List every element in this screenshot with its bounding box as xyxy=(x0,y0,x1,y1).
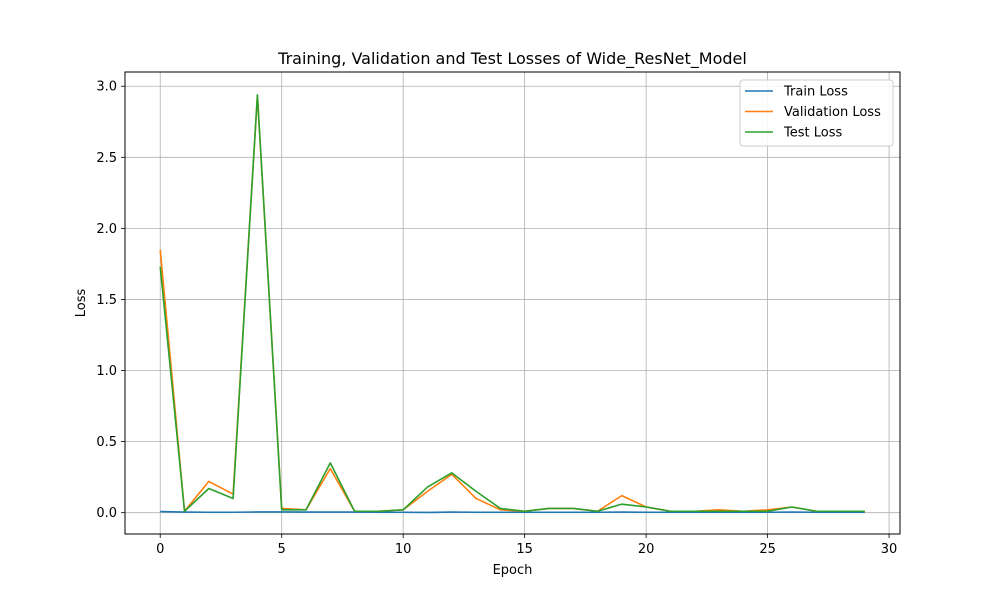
x-tick-label: 15 xyxy=(516,542,533,557)
series-line-train-loss xyxy=(160,510,865,514)
y-tick-label: 1.5 xyxy=(96,293,117,308)
x-tick-label: 30 xyxy=(881,542,898,557)
y-tick-label: 3.0 xyxy=(96,80,117,95)
series-line-test-loss xyxy=(159,93,865,513)
legend-box xyxy=(739,79,894,147)
legend-label: Validation Loss xyxy=(784,105,881,120)
y-tick-label: 2.5 xyxy=(96,151,117,166)
chart-title: Training, Validation and Test Losses of … xyxy=(277,49,747,69)
x-tick-label: 20 xyxy=(638,542,655,557)
x-tick-label: 0 xyxy=(156,542,164,557)
x-axis-label: Epoch xyxy=(493,563,533,578)
plot-frame xyxy=(124,71,901,535)
y-axis-ticks: 0.0 0.5 1.0 1.5 2.0 2.5 3.0 xyxy=(96,80,125,521)
series-lines xyxy=(159,93,865,514)
x-tick-label: 5 xyxy=(278,542,286,557)
legend: Train Loss Validation Loss Test Loss xyxy=(739,79,894,147)
x-tick-label: 25 xyxy=(759,542,776,557)
y-tick-label: 0.0 xyxy=(96,506,117,521)
y-tick-label: 2.0 xyxy=(96,222,117,237)
y-tick-label: 1.0 xyxy=(96,364,117,379)
x-tick-label: 10 xyxy=(395,542,412,557)
legend-label: Train Loss xyxy=(783,85,848,100)
y-tick-label: 0.5 xyxy=(96,435,117,450)
y-axis-label: Loss xyxy=(74,289,89,318)
legend-label: Test Loss xyxy=(783,126,842,141)
x-axis-ticks: 0 5 10 15 20 25 30 xyxy=(156,534,897,557)
